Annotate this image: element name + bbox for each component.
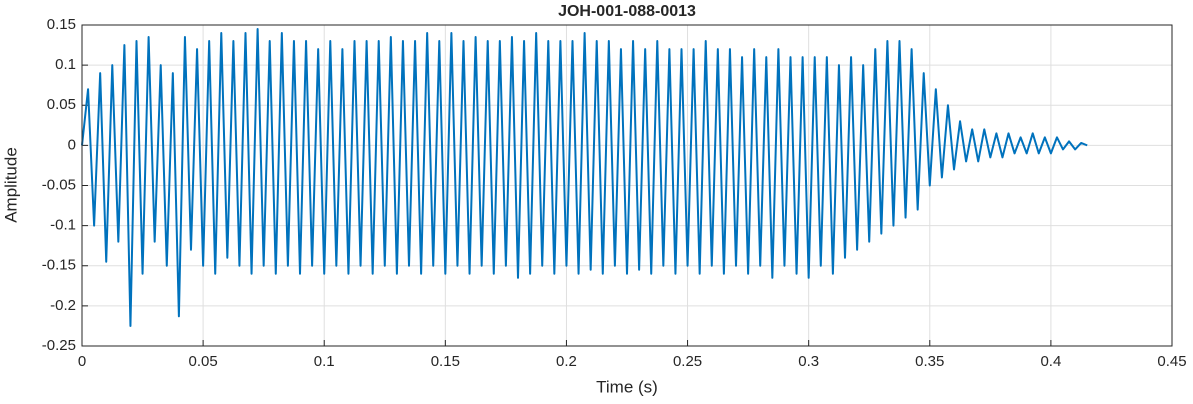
- x-tick-label: 0.3: [798, 353, 819, 370]
- chart-title: JOH-001-088-0013: [558, 3, 696, 20]
- y-tick-label: -0.15: [42, 257, 76, 274]
- x-tick-label: 0.2: [556, 353, 577, 370]
- y-tick-label: -0.25: [42, 337, 76, 354]
- x-tick-label: 0: [78, 353, 86, 370]
- y-tick-label: -0.2: [50, 297, 76, 314]
- y-tick-label: 0.05: [47, 96, 76, 113]
- x-tick-label: 0.25: [673, 353, 702, 370]
- waveform-line: [81, 28, 1088, 327]
- x-tick-label: 0.05: [189, 353, 218, 370]
- y-tick-label: 0: [68, 136, 76, 153]
- y-tick-label: 0.1: [55, 56, 76, 73]
- y-axis-label: Amplitude: [1, 147, 20, 223]
- x-tick-label: 0.4: [1040, 353, 1061, 370]
- x-tick-label: 0.35: [915, 353, 944, 370]
- x-tick-label: 0.15: [431, 353, 460, 370]
- y-tick-label: 0.15: [47, 16, 76, 33]
- y-tick-label: -0.1: [50, 217, 76, 234]
- y-tick-label: -0.05: [42, 176, 76, 193]
- axes-box: [81, 24, 1173, 347]
- x-axis-label: Time (s): [596, 377, 658, 396]
- x-tick-label: 0.45: [1157, 353, 1186, 370]
- x-tick-label: 0.1: [314, 353, 335, 370]
